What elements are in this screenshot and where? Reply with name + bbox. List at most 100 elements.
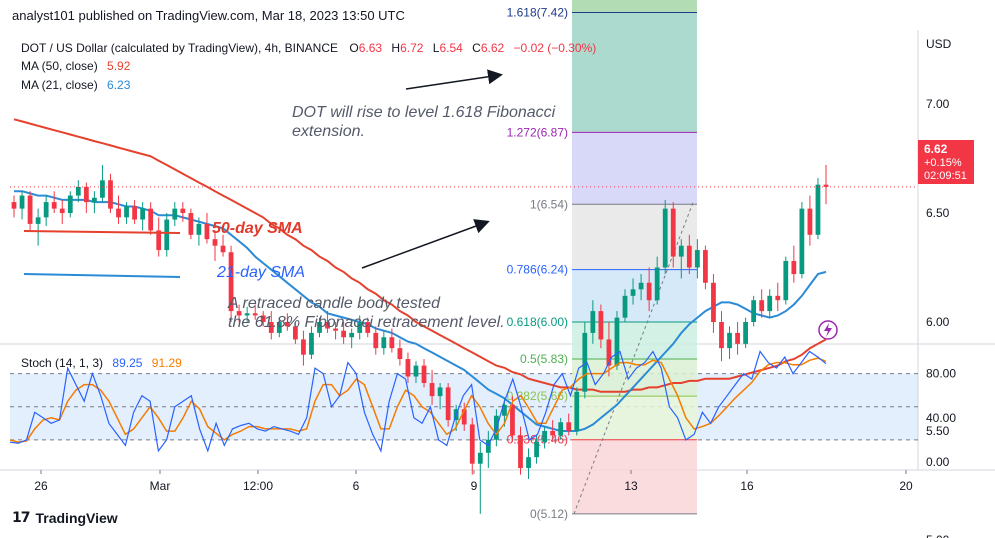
- time-tick-label: 16: [740, 479, 754, 493]
- candle-body: [51, 202, 57, 209]
- candle-body: [510, 404, 515, 436]
- candle: [526, 448, 531, 479]
- candle: [815, 178, 821, 240]
- candle: [662, 199, 668, 275]
- candle-body: [59, 208, 65, 213]
- time-tick-label: 12:00: [243, 479, 273, 493]
- candle: [558, 417, 564, 440]
- candle-body: [108, 180, 113, 209]
- candle-body: [614, 317, 620, 366]
- candle-body: [27, 195, 33, 224]
- candle: [116, 195, 121, 224]
- stoch-d-line: [9, 357, 827, 443]
- candle-body: [236, 311, 242, 316]
- candle-body: [244, 313, 250, 316]
- candle-body: [703, 250, 708, 283]
- lightning-icon[interactable]: [818, 320, 838, 340]
- footer-brand[interactable]: 17 TradingView: [12, 510, 118, 526]
- candle: [437, 383, 443, 410]
- candle: [365, 317, 371, 338]
- candle-body: [711, 282, 716, 322]
- price-tick-label: 5.00: [926, 533, 950, 538]
- candle-body: [292, 326, 298, 340]
- candle-body: [11, 202, 17, 209]
- sma21-annotation: 21-day SMA: [216, 264, 305, 281]
- fib-zone: [572, 0, 697, 13]
- candle: [598, 304, 604, 349]
- candle-body: [445, 387, 451, 421]
- candle-body: [349, 332, 355, 338]
- fibonacci-retracement: 1.618(7.42) 1.272(6.87) 1(6.54) 0.786(6.24)…: [507, 0, 697, 521]
- candle-body: [164, 219, 170, 251]
- candle-body: [75, 186, 81, 196]
- candle: [735, 322, 740, 355]
- candle-body: [823, 184, 829, 187]
- brand-name: TradingView: [35, 510, 118, 526]
- fib-extension-note: DOT will rise to level 1.618 Fibonacci: [292, 104, 556, 121]
- time-tick-label: 20: [899, 479, 913, 493]
- candle: [124, 202, 129, 224]
- candle: [630, 278, 636, 305]
- candle-body: [502, 404, 507, 416]
- candle-body: [180, 208, 186, 213]
- candle: [606, 322, 612, 377]
- candle-body: [260, 315, 266, 322]
- candle-body: [268, 322, 274, 333]
- candle-body: [566, 422, 572, 431]
- time-tick-label: 9: [471, 479, 478, 493]
- sma50-sample-line: [23, 230, 181, 234]
- legend-stoch-k: 89.25: [112, 356, 142, 370]
- candle: [751, 295, 757, 327]
- candle: [357, 315, 363, 340]
- candle: [670, 202, 676, 268]
- candle: [252, 304, 258, 320]
- candle: [276, 317, 282, 338]
- candle: [469, 417, 475, 475]
- price-tick-label: 6.50: [926, 206, 950, 220]
- candle: [711, 274, 716, 333]
- stoch-k-line: [9, 350, 827, 453]
- candle-body: [341, 330, 347, 338]
- legend-h-value: 6.72: [400, 41, 424, 55]
- candle-body: [582, 332, 588, 392]
- legend-stoch: Stoch (14, 1, 3) 89.25 91.29: [21, 356, 182, 370]
- candle-body: [461, 409, 467, 425]
- stoch-tick-label: 80.00: [926, 367, 956, 381]
- legend-main: DOT / US Dollar (calculated by TradingVi…: [21, 41, 596, 55]
- candle: [309, 326, 314, 360]
- candle-body: [172, 208, 178, 220]
- last-price: 6.62: [924, 142, 948, 156]
- candle-body: [35, 217, 41, 224]
- candle: [413, 361, 419, 384]
- candle-body: [534, 441, 539, 458]
- candle: [204, 213, 210, 244]
- candle-body: [638, 282, 644, 290]
- legend-change: −0.02 (−0.30%): [514, 41, 597, 55]
- candle: [550, 420, 556, 442]
- candle-body: [309, 332, 314, 355]
- candle-body: [204, 223, 210, 240]
- candle: [236, 304, 242, 322]
- retrace-note-2: the 61.8% Fibonacci retracement level.: [228, 314, 505, 331]
- candle: [196, 217, 202, 246]
- candle: [767, 289, 773, 318]
- candle: [260, 311, 266, 327]
- candle-body: [228, 252, 234, 312]
- legend-stoch-d: 91.29: [152, 356, 182, 370]
- legend-c-value: 6.62: [481, 41, 505, 55]
- candle: [534, 435, 539, 464]
- legend-ma50-value: 5.92: [107, 59, 131, 73]
- candle-body: [156, 230, 162, 251]
- candle-body: [405, 359, 411, 377]
- fib-level-label: 0(5.12): [530, 507, 568, 521]
- candle: [164, 213, 170, 257]
- candle-body: [694, 250, 700, 268]
- candle-body: [719, 322, 724, 349]
- tradingview-logo-icon: 17: [12, 510, 31, 526]
- candle-body: [670, 208, 676, 257]
- candle-body: [759, 300, 765, 312]
- candle: [268, 311, 274, 340]
- fib-zone: [572, 439, 697, 514]
- candle: [389, 328, 395, 353]
